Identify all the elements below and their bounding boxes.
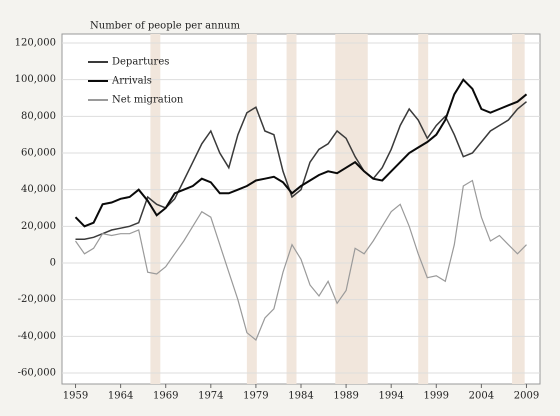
y-tick-label: 40,000 (21, 184, 56, 195)
y-tick-label: 120,000 (15, 38, 56, 49)
series-line (75, 179, 527, 341)
x-tick-label: 1969 (153, 391, 178, 402)
x-tick-label: 1964 (108, 391, 133, 402)
x-tick-label: 1979 (243, 391, 268, 402)
x-tick-label: 1959 (63, 391, 88, 402)
y-tick-label: -20,000 (18, 294, 56, 305)
legend-label: Departures (112, 57, 169, 68)
y-tick-label: 0 (50, 258, 56, 269)
y-tick-label: -60,000 (18, 368, 56, 379)
y-tick-label: 60,000 (21, 148, 56, 159)
y-tick-label: -40,000 (18, 331, 56, 342)
x-tick-label: 1989 (333, 391, 358, 402)
plot-area (61, 33, 541, 385)
x-tick-label: 2009 (514, 391, 539, 402)
series-line (74, 78, 528, 228)
x-tick-label: 1994 (378, 391, 403, 402)
series-line (75, 101, 527, 240)
shaded-period (335, 34, 368, 384)
y-tick-label: 80,000 (21, 111, 56, 122)
x-tick-label: 1984 (288, 391, 313, 402)
y-tick-label: 100,000 (15, 74, 56, 85)
legend-label: Arrivals (111, 76, 152, 87)
shaded-period (246, 34, 257, 384)
shaded-period (418, 34, 429, 384)
shaded-period (150, 34, 161, 384)
shaded-period (512, 34, 525, 384)
x-tick-label: 1999 (424, 391, 449, 402)
legend-label: Net migration (112, 95, 184, 106)
shaded-period (286, 34, 297, 384)
x-tick-label: 2004 (469, 391, 494, 402)
x-tick-label: 1974 (198, 391, 223, 402)
y-tick-label: 20,000 (21, 221, 56, 232)
y-axis-label: Number of people per annum (90, 21, 240, 32)
